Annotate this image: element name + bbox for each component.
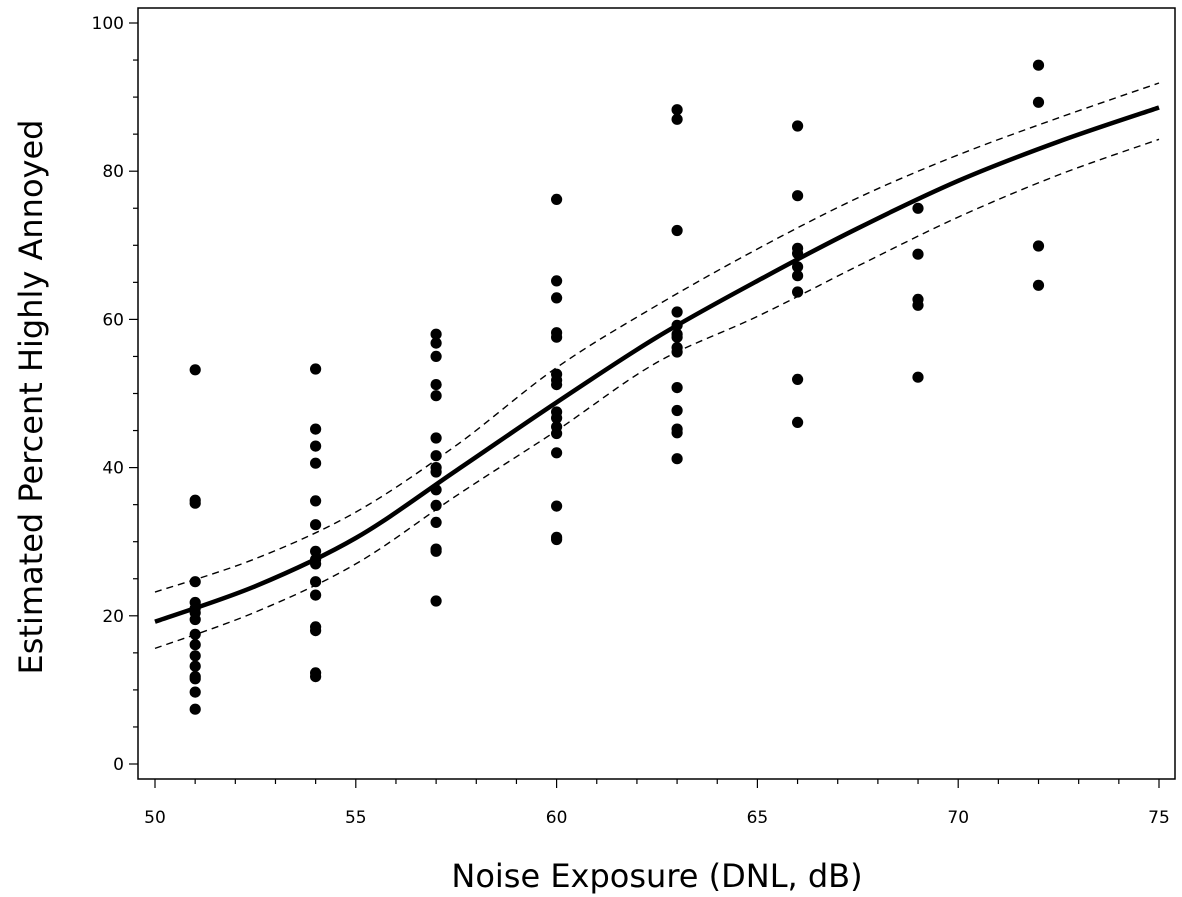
data-point [551,427,563,440]
data-point [792,270,804,282]
data-point [1032,240,1045,252]
confidence-band [154,82,1160,650]
x-tick-label: 70 [947,808,969,828]
data-point [671,453,683,465]
data-point [310,495,322,507]
x-tick-label: 65 [747,808,769,828]
y-tick-label: 60 [102,310,124,330]
data-point [551,275,563,287]
data-point [430,516,442,529]
data-point [430,545,442,557]
plot-frame [137,7,1176,780]
data-point [671,319,683,331]
data-point [792,247,804,260]
data-point [912,371,924,383]
data-point [1032,96,1045,108]
data-point [792,373,804,385]
data-point [912,202,924,214]
x-tick-label: 50 [144,808,166,828]
data-point [912,248,924,260]
data-point [912,299,924,311]
data-point [189,613,201,626]
y-tick-label: 40 [102,459,124,479]
data-point [430,499,442,511]
y-tick-label: 0 [113,755,124,775]
data-point [1032,279,1045,291]
data-point [671,346,683,358]
data-point [671,404,683,417]
data-point [310,457,322,469]
data-point [551,500,563,512]
data-point [189,686,201,698]
data-point [430,595,442,607]
data-point [430,450,442,462]
data-point [430,379,442,391]
data-point [671,331,683,343]
data-point [792,416,804,428]
data-point [310,440,322,452]
data-points [189,59,1045,715]
data-point [189,576,201,588]
x-tick-label: 55 [345,808,367,828]
data-point [430,390,442,402]
x-tick-label: 75 [1148,808,1170,828]
data-point [671,224,683,237]
data-point [671,104,683,116]
y-tick-label: 80 [102,162,124,182]
data-point [189,628,201,640]
data-point [310,589,322,601]
data-point [189,703,201,715]
data-point [430,350,442,362]
data-point [551,412,563,424]
x-tick-label: 60 [546,808,568,828]
data-point [310,671,322,683]
fitted-curve [154,105,1160,624]
data-point [189,497,201,509]
ci-lower-line [154,138,1160,650]
data-point [310,545,322,557]
data-point [189,660,201,672]
data-point [189,673,201,685]
data-point [671,427,683,439]
data-point [792,120,804,132]
data-point [671,113,683,125]
data-point [310,519,322,531]
data-point [189,639,201,651]
data-point [1032,59,1045,71]
data-point [551,292,563,304]
data-point [792,261,804,273]
y-tick-label: 100 [92,14,124,34]
data-point [551,379,563,391]
data-point [430,337,442,349]
y-axis-title: Estimated Percent Highly Annoyed [12,120,50,675]
y-axis-ticks: 0 20 40 60 80 100 [92,14,138,775]
data-point [792,190,804,202]
y-tick-label: 20 [102,607,124,627]
data-point [551,447,563,459]
x-axis-title: Noise Exposure (DNL, dB) [451,857,862,895]
data-point [310,558,322,570]
data-point [430,432,442,444]
data-point [189,650,201,662]
data-point [310,423,322,435]
data-point [551,331,563,343]
data-point [189,364,201,376]
data-point [430,328,442,340]
data-point [310,576,322,588]
data-point [671,382,683,394]
data-point [310,363,322,375]
data-point [671,306,683,318]
data-point [430,484,442,496]
data-point [551,193,563,205]
data-point [551,533,563,546]
data-point [430,466,442,478]
data-point [310,625,322,637]
x-axis-ticks: 50 55 60 65 70 75 [144,779,1170,828]
ci-upper-line [154,82,1160,593]
data-point [792,286,804,298]
